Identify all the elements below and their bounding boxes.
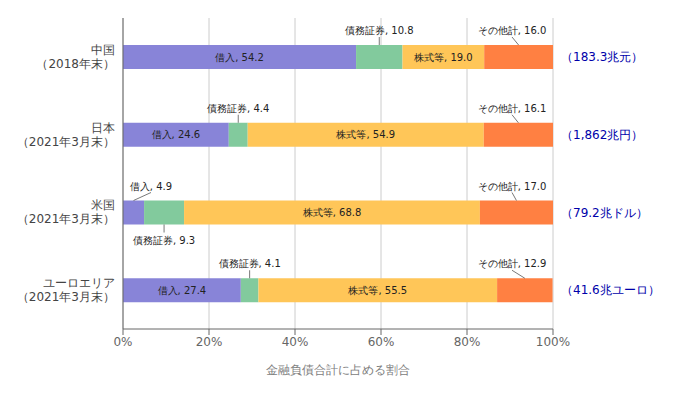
- svg-text:80%: 80%: [454, 335, 481, 349]
- svg-text:ユーロエリア（2021年3月末）: ユーロエリア（2021年3月末）: [17, 276, 115, 304]
- svg-text:借入, 24.6: 借入, 24.6: [152, 129, 201, 140]
- svg-text:株式等, 54.9: 株式等, 54.9: [335, 129, 395, 140]
- svg-text:株式等, 68.8: 株式等, 68.8: [302, 207, 362, 218]
- svg-text:債務証券, 4.1: 債務証券, 4.1: [219, 258, 281, 269]
- svg-text:借入, 54.2: 借入, 54.2: [215, 52, 264, 63]
- svg-text:その他計, 16.0: その他計, 16.0: [478, 25, 547, 36]
- svg-text:借入, 4.9: 借入, 4.9: [130, 181, 172, 192]
- svg-text:その他計, 12.9: その他計, 12.9: [478, 258, 547, 269]
- svg-text:日本（2021年3月末）: 日本（2021年3月末）: [17, 121, 115, 149]
- svg-text:（183.3兆元）: （183.3兆元）: [561, 50, 643, 64]
- svg-text:（1,862兆円）: （1,862兆円）: [561, 128, 643, 142]
- svg-text:株式等, 55.5: 株式等, 55.5: [347, 285, 407, 296]
- svg-text:20%: 20%: [196, 335, 223, 349]
- svg-text:その他計, 16.1: その他計, 16.1: [478, 103, 547, 114]
- svg-text:金融負債合計に占める割合: 金融負債合計に占める割合: [266, 363, 410, 377]
- svg-text:その他計, 17.0: その他計, 17.0: [478, 181, 547, 192]
- svg-text:株式等, 19.0: 株式等, 19.0: [413, 52, 473, 63]
- svg-text:債務証券, 10.8: 債務証券, 10.8: [345, 25, 414, 36]
- svg-text:中国（2018年末）: 中国（2018年末）: [36, 43, 115, 71]
- svg-text:100%: 100%: [536, 335, 570, 349]
- svg-text:借入, 27.4: 借入, 27.4: [158, 285, 207, 296]
- svg-text:債務証券, 9.3: 債務証券, 9.3: [133, 235, 195, 246]
- svg-text:（79.2兆ドル）: （79.2兆ドル）: [561, 206, 648, 220]
- svg-text:40%: 40%: [282, 335, 309, 349]
- svg-text:（41.6兆ユーロ）: （41.6兆ユーロ）: [561, 283, 660, 297]
- svg-text:債務証券, 4.4: 債務証券, 4.4: [207, 103, 269, 114]
- svg-text:60%: 60%: [368, 335, 395, 349]
- svg-text:米国（2021年3月末）: 米国（2021年3月末）: [17, 198, 115, 226]
- svg-text:0%: 0%: [113, 335, 132, 349]
